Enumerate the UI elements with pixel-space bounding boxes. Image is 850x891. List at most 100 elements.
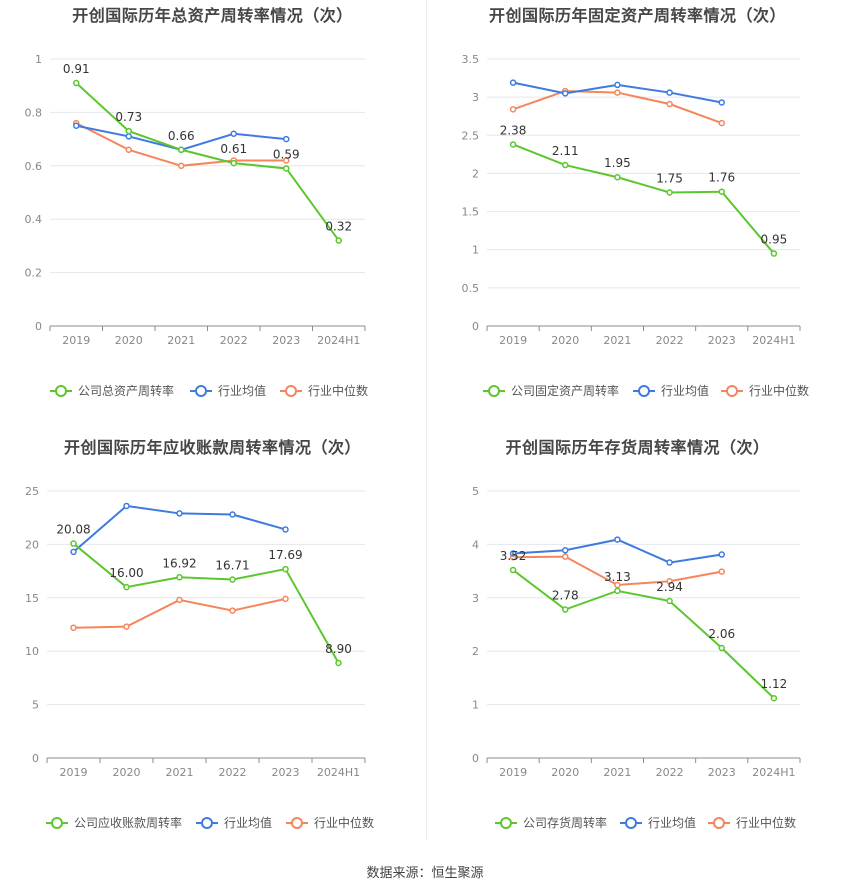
- industry-average-point: [230, 130, 237, 138]
- legend-marker-icon: [51, 817, 63, 829]
- company-point: [125, 127, 132, 135]
- x-tick-label: 2021: [603, 334, 631, 347]
- legend-item-industry-median[interactable]: 行业中位数: [286, 815, 374, 830]
- y-tick-label: 3: [472, 592, 479, 605]
- legend-item-company[interactable]: 公司存货周转率: [495, 815, 607, 830]
- x-tick-label: 2022: [656, 334, 684, 347]
- industry-median-point: [509, 106, 517, 113]
- data-label: 2.78: [552, 589, 579, 603]
- x-tick-label: 2023: [272, 766, 300, 779]
- company-point: [178, 146, 185, 154]
- chart-svg: 0 0.5 1 1.5 2 2.5 3 3.5 2019 2020 2021 2022 2023 2024…: [462, 53, 810, 398]
- company-point: [335, 659, 342, 667]
- x-tick-label: 2024H1: [752, 334, 795, 347]
- company-point: [73, 79, 80, 87]
- industry-median-point: [229, 607, 236, 614]
- company-point: [509, 141, 517, 148]
- y-tick-label: 1: [35, 53, 42, 66]
- y-tick-label: 0.2: [25, 267, 43, 280]
- data-label: 3.13: [604, 570, 631, 584]
- industry-median-point: [614, 581, 621, 589]
- y-tick-label: 25: [25, 485, 39, 498]
- x-tick-label: 2020: [115, 334, 143, 347]
- panel-divider: [426, 0, 427, 840]
- data-label: 0.66: [168, 129, 195, 143]
- legend-item-industry-average[interactable]: 行业均值: [633, 383, 709, 398]
- company-point: [770, 250, 778, 257]
- industry-average-line: [513, 538, 722, 564]
- legend-marker-icon: [625, 817, 637, 829]
- x-tick-label: 2019: [499, 766, 527, 779]
- legend-marker-icon: [285, 385, 297, 397]
- x-tick-label: 2024H1: [317, 334, 360, 347]
- data-label: 1.12: [761, 677, 788, 691]
- data-label: 0.32: [325, 220, 352, 234]
- data-label: 0.73: [115, 110, 142, 124]
- legend-item-industry-median[interactable]: 行业中位数: [721, 383, 809, 398]
- data-label: 0.95: [761, 233, 788, 247]
- company-point: [770, 694, 778, 702]
- y-tick-label: 2: [472, 645, 479, 658]
- legend-item-company[interactable]: 公司总资产周转率: [50, 383, 174, 398]
- legend-item-industry-average[interactable]: 行业均值: [196, 815, 272, 830]
- data-label: 16.92: [162, 556, 196, 570]
- company-point: [123, 583, 130, 591]
- data-label: 1.76: [708, 171, 735, 185]
- company-line: [512, 143, 775, 255]
- x-tick-label: 2023: [708, 766, 736, 779]
- x-tick-label: 2019: [60, 766, 88, 779]
- legend-label: 行业均值: [218, 383, 266, 398]
- chart-svg: 0 1 2 3 4 5 2019 2020 2021 2022 2023 2024H1 3.52 2.78…: [472, 485, 801, 830]
- industry-average-point: [509, 79, 517, 86]
- industry-average-point: [666, 559, 673, 566]
- data-label: 0.91: [63, 62, 90, 76]
- y-tick-label: 4: [472, 538, 479, 551]
- industry-average-point: [509, 550, 517, 557]
- industry-average-point: [614, 81, 621, 89]
- y-tick-label: 20: [25, 538, 39, 551]
- y-tick-label: 3.5: [462, 53, 480, 66]
- legend-label: 行业均值: [648, 815, 696, 830]
- industry-average-point: [718, 99, 725, 106]
- data-label: 2.11: [552, 144, 579, 158]
- y-tick-label: 2.5: [462, 129, 480, 142]
- legend-marker-icon: [726, 385, 738, 397]
- x-tick-label: 2019: [499, 334, 527, 347]
- legend-item-industry-median[interactable]: 行业中位数: [708, 815, 796, 830]
- y-tick-label: 10: [25, 645, 39, 658]
- legend-label: 行业中位数: [749, 383, 809, 398]
- x-tick-label: 2020: [113, 766, 141, 779]
- legend-label: 公司总资产周转率: [78, 383, 174, 398]
- y-tick-label: 15: [25, 592, 39, 605]
- y-tick-label: 5: [472, 485, 479, 498]
- data-label: 17.69: [268, 548, 302, 562]
- legend-label: 行业中位数: [308, 383, 368, 398]
- legend-marker-icon: [55, 385, 67, 397]
- legend-item-industry-median[interactable]: 行业中位数: [280, 383, 368, 398]
- x-tick-label: 2022: [219, 766, 247, 779]
- industry-average-point: [70, 548, 77, 556]
- y-tick-label: 0: [32, 752, 39, 765]
- y-tick-label: 0: [35, 320, 42, 333]
- industry-median-point: [614, 89, 621, 96]
- legend-item-company[interactable]: 公司应收账款周转率: [46, 815, 182, 830]
- data-label: 0.61: [220, 142, 247, 156]
- legend-label: 公司存货周转率: [523, 815, 607, 830]
- industry-median-point: [718, 119, 725, 127]
- y-tick-label: 2: [472, 167, 479, 180]
- x-tick-label: 2024H1: [317, 766, 360, 779]
- chart-inventory-turnover: 开创国际历年存货周转率情况（次） 0 1 2 3 4 5 2019 2020 2021 2022 2…: [425, 432, 850, 857]
- legend-marker-icon: [500, 817, 512, 829]
- industry-average-point: [73, 122, 80, 129]
- chart-title: 开创国际历年应收账款周转率情况（次）: [63, 438, 361, 457]
- x-tick-label: 2023: [708, 334, 736, 347]
- company-point: [718, 644, 725, 652]
- industry-median-point: [666, 100, 673, 108]
- industry-average-point: [283, 135, 290, 143]
- data-label: 1.95: [604, 156, 631, 170]
- company-point: [614, 587, 621, 595]
- data-label: 16.00: [109, 566, 143, 580]
- legend-item-industry-average[interactable]: 行业均值: [190, 383, 266, 398]
- legend-item-industry-average[interactable]: 行业均值: [620, 815, 696, 830]
- legend-item-company[interactable]: 公司固定资产周转率: [483, 383, 619, 398]
